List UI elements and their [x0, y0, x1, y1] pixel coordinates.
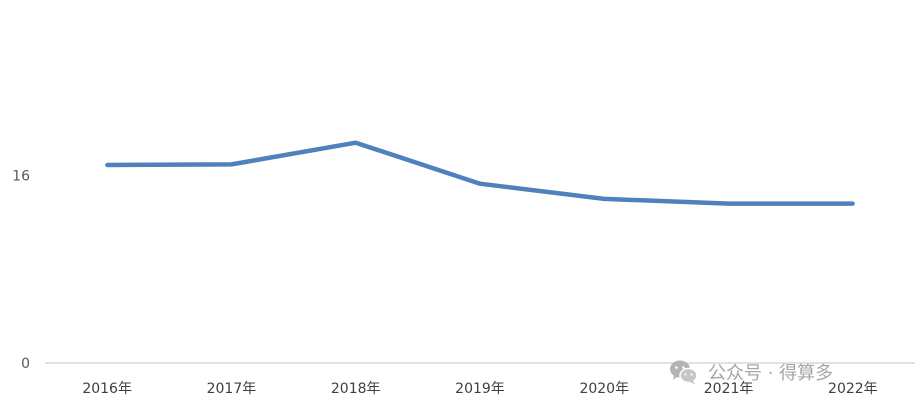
- y-tick-label: 0: [21, 356, 30, 372]
- x-tick-label: 2019年: [455, 381, 505, 397]
- data-point: [105, 162, 110, 167]
- data-point: [478, 181, 482, 186]
- wechat-icon: [670, 360, 698, 385]
- x-tick-label: 2018年: [331, 381, 381, 397]
- plot-area: [105, 140, 855, 206]
- y-tick-label: 16: [12, 169, 30, 185]
- data-point: [353, 140, 358, 145]
- data-point: [602, 196, 607, 201]
- y-axis: 0 16: [12, 169, 30, 373]
- x-tick-label: 2017年: [207, 381, 257, 397]
- watermark-text: 公众号 · 得算多: [708, 363, 834, 384]
- x-tick-label: 2021年: [704, 381, 754, 397]
- x-tick-label: 2016年: [82, 381, 132, 397]
- data-point: [850, 201, 855, 206]
- x-tick-label: 2020年: [579, 381, 629, 397]
- x-tick-label: 2022年: [828, 381, 878, 397]
- data-point: [726, 201, 731, 206]
- series-line: [107, 140, 853, 206]
- data-point: [229, 162, 234, 167]
- x-axis: 2016年 2017年 2018年 2019年 2020年 2021年 2022年: [82, 381, 877, 397]
- watermark: 公众号 · 得算多: [668, 354, 833, 390]
